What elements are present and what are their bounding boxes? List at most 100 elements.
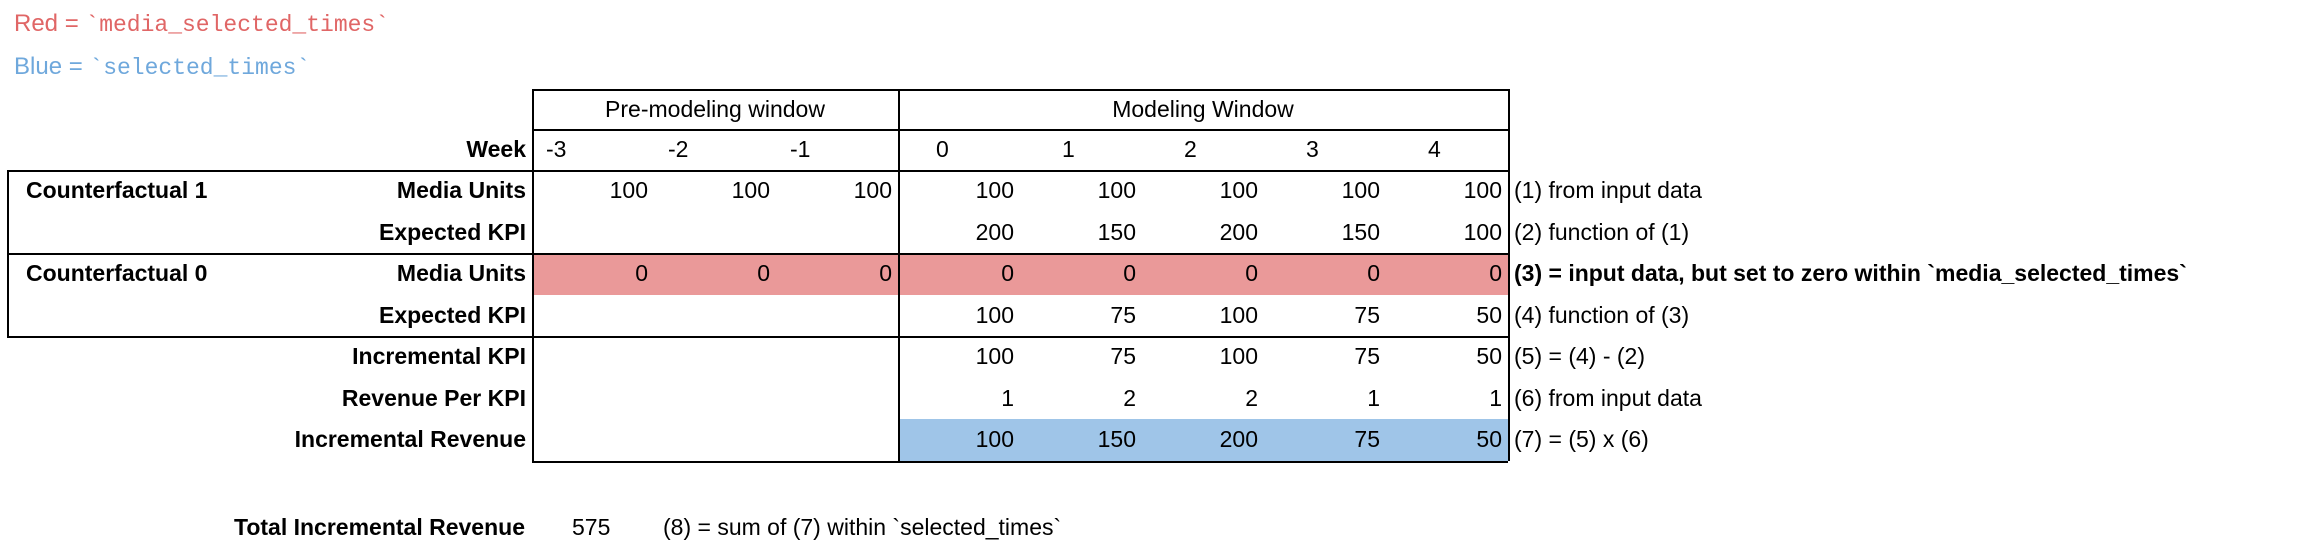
red-highlight — [532, 253, 1508, 295]
row-value: 100 — [1219, 177, 1258, 203]
row-value: 100 — [1463, 218, 1502, 245]
row-value — [776, 295, 898, 336]
table-border — [7, 253, 1508, 255]
row-value: 100 — [975, 177, 1014, 203]
row-value: 150 — [1341, 218, 1380, 245]
table-border — [532, 460, 1508, 463]
row-value — [532, 336, 654, 377]
row-note: (5) = (4) - (2) — [1514, 343, 1645, 369]
row-value: 100 — [1219, 301, 1258, 328]
row-value — [654, 212, 776, 253]
table-border — [532, 89, 1508, 91]
header-modeling-window: Modeling Window — [1112, 96, 1294, 122]
row-value: 50 — [1476, 426, 1502, 452]
table-border — [532, 129, 1508, 131]
row-value: 0 — [757, 260, 770, 286]
legend-blue-code: `selected_times` — [89, 55, 311, 81]
row-label: Media Units — [396, 177, 526, 203]
week-3: 3 — [1306, 136, 1319, 162]
row-label: Media Units — [396, 260, 526, 286]
row-value: 0 — [635, 260, 648, 286]
total-value: 575 — [572, 514, 611, 540]
row-value: 75 — [1354, 343, 1380, 369]
row-note: (2) function of (1) — [1514, 218, 1690, 245]
row-value: 100 — [731, 177, 770, 203]
blue-highlight — [898, 419, 1508, 461]
row-value: 75 — [1354, 301, 1380, 328]
week--1: -1 — [790, 136, 811, 162]
row-value: 1 — [1367, 384, 1380, 411]
row-value: 0 — [879, 260, 892, 286]
row-note: (4) function of (3) — [1514, 301, 1690, 328]
row-value: 0 — [1123, 260, 1136, 286]
row-value: 50 — [1476, 343, 1502, 369]
row-value: 1 — [1489, 384, 1502, 411]
row-value — [654, 295, 776, 336]
row-value: 1 — [1001, 384, 1014, 411]
row-note: (7) = (5) x (6) — [1514, 426, 1649, 452]
row-group-label: Counterfactual 1 — [26, 177, 208, 203]
table-border — [7, 170, 1508, 172]
row-note: (6) from input data — [1514, 384, 1702, 411]
row-value: 75 — [1110, 343, 1136, 369]
row-value — [776, 212, 898, 253]
row-value — [776, 336, 898, 377]
row-value: 50 — [1476, 301, 1502, 328]
row-value — [654, 378, 776, 419]
row-value: 0 — [1245, 260, 1258, 286]
table-border — [898, 89, 900, 461]
row-label: Expected KPI — [379, 218, 526, 245]
week-2: 2 — [1184, 136, 1197, 162]
row-value — [654, 336, 776, 377]
row-group-label: Counterfactual 0 — [26, 260, 208, 286]
row-value: 200 — [1219, 426, 1258, 452]
row-label: Revenue Per KPI — [341, 384, 526, 411]
header-pre-modeling-window: Pre-modeling window — [605, 96, 825, 122]
row-value — [654, 419, 776, 460]
row-label: Expected KPI — [379, 301, 526, 328]
row-value: 200 — [1219, 218, 1258, 245]
row-label: Incremental Revenue — [294, 426, 526, 452]
row-value: 100 — [975, 343, 1014, 369]
legend-red-label: Red = — [14, 10, 86, 37]
legend-red-code: `media_selected_times` — [85, 12, 390, 38]
week-4: 4 — [1428, 136, 1441, 162]
table-border — [7, 336, 1508, 338]
row-value — [532, 212, 654, 253]
row-value: 150 — [1097, 218, 1136, 245]
row-value: 75 — [1110, 301, 1136, 328]
row-value — [532, 378, 654, 419]
row-value — [532, 419, 654, 460]
week--3: -3 — [546, 136, 567, 162]
row-value: 100 — [1219, 343, 1258, 369]
row-value — [776, 378, 898, 419]
total-note: (8) = sum of (7) within `selected_times` — [663, 514, 1062, 540]
row-label: Incremental KPI — [352, 343, 526, 369]
row-value: 75 — [1354, 426, 1380, 452]
row-value: 2 — [1123, 384, 1136, 411]
row-value — [776, 419, 898, 460]
row-value: 100 — [1097, 177, 1136, 203]
row-note: (1) from input data — [1514, 177, 1702, 203]
week-label: Week — [466, 136, 526, 162]
table-border — [532, 89, 534, 461]
row-value: 100 — [975, 426, 1014, 452]
row-value: 100 — [1463, 177, 1502, 203]
row-note: (3) = input data, but set to zero within… — [1514, 260, 2187, 286]
row-value: 100 — [853, 177, 892, 203]
row-value: 0 — [1001, 260, 1014, 286]
legend-red: Red = `media_selected_times` — [14, 10, 389, 38]
row-value: 0 — [1367, 260, 1380, 286]
legend-blue-label: Blue = — [14, 53, 90, 80]
row-value: 0 — [1489, 260, 1502, 286]
week-0: 0 — [936, 136, 949, 162]
row-value: 150 — [1097, 426, 1136, 452]
row-value: 100 — [1341, 177, 1380, 203]
row-value: 200 — [975, 218, 1014, 245]
total-label: Total Incremental Revenue — [234, 514, 525, 540]
table-border — [1508, 89, 1510, 461]
week-1: 1 — [1062, 136, 1075, 162]
legend-blue: Blue = `selected_times` — [14, 53, 310, 81]
week--2: -2 — [668, 136, 689, 162]
row-value: 2 — [1245, 384, 1258, 411]
